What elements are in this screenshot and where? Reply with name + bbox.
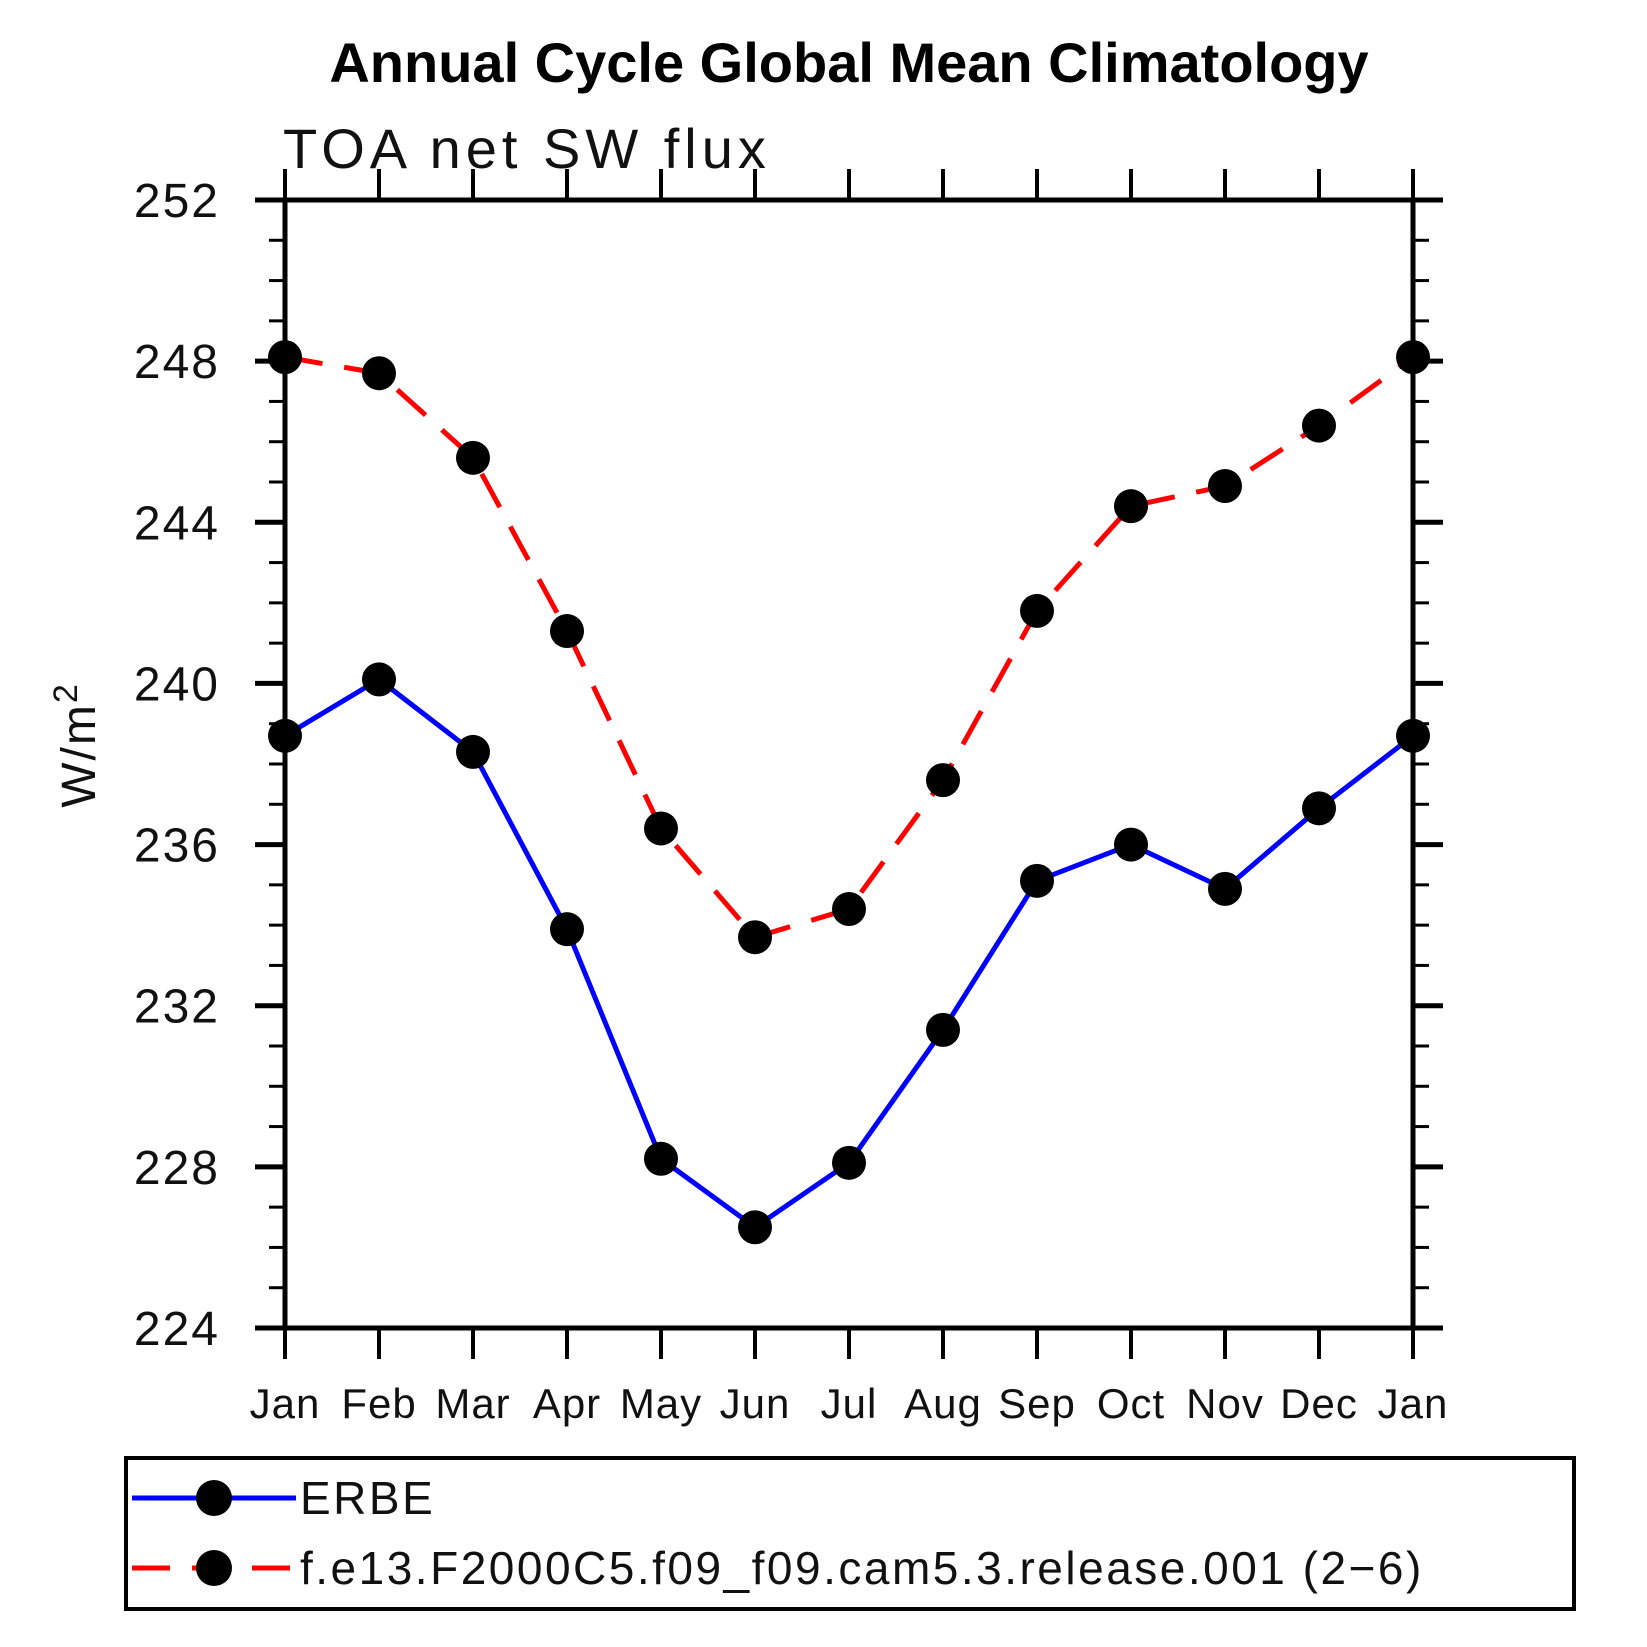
y-tick-labels: 224 228 232 236 240 244 248 252 — [134, 175, 220, 1356]
plot-frame-and-ticks — [255, 169, 1443, 1359]
erbe-data-point-jan-12 — [1396, 718, 1430, 753]
y-tick-label: 236 — [134, 820, 220, 873]
model-data-point-jul-6 — [832, 892, 866, 927]
erbe-data-point-feb-1 — [362, 662, 396, 697]
model-data-point-aug-7 — [926, 763, 960, 798]
model-data-point-feb-1 — [362, 356, 396, 391]
x-tick-label: May — [620, 1380, 702, 1427]
y-tick-label: 248 — [134, 336, 220, 389]
y-tick-label: 232 — [134, 981, 220, 1034]
y-tick-label: 240 — [134, 658, 220, 711]
erbe-data-point-oct-9 — [1114, 827, 1148, 862]
erbe-data-point-jul-6 — [832, 1145, 866, 1180]
model-data-point-sep-8 — [1020, 593, 1054, 628]
model-data-point-oct-9 — [1114, 489, 1148, 524]
x-tick-label: Dec — [1280, 1380, 1358, 1427]
legend: ERBE f.e13.F2000C5.f09_f09.cam5.3.releas… — [124, 1456, 1576, 1611]
legend-marker-erbe-dot — [196, 1480, 232, 1516]
x-tick-label: Jul — [821, 1380, 878, 1427]
y-tick-label: 228 — [134, 1142, 220, 1195]
data-series — [268, 340, 1430, 1245]
chart-subtitle: TOA net SW flux — [283, 117, 771, 180]
erbe-data-point-may-4 — [644, 1141, 678, 1176]
legend-marker-model-dot — [196, 1550, 232, 1586]
x-tick-label: Jan — [250, 1380, 321, 1427]
legend-label-erbe: ERBE — [300, 1472, 435, 1524]
model-data-point-jan-12 — [1396, 340, 1430, 375]
erbe-series-line — [283, 676, 1415, 1230]
y-tick-label: 224 — [134, 1303, 220, 1356]
erbe-data-point-apr-3 — [550, 912, 584, 947]
erbe-data-point-sep-8 — [1020, 863, 1054, 898]
model-series-line — [284, 354, 1415, 940]
legend-label-model: f.e13.F2000C5.f09_f09.cam5.3.release.001… — [300, 1542, 1424, 1594]
erbe-data-point-mar-2 — [456, 734, 490, 769]
x-tick-label: Apr — [533, 1380, 601, 1427]
x-tick-label: Feb — [341, 1380, 416, 1427]
y-axis-title-exponent: 2 — [47, 682, 85, 703]
model-data-point-jun-5 — [738, 920, 772, 955]
y-axis-title: W/m2 — [47, 682, 106, 808]
page-title: Annual Cycle Global Mean Climatology — [329, 31, 1368, 94]
erbe-data-point-dec-11 — [1302, 791, 1336, 826]
model-data-point-apr-3 — [550, 614, 584, 649]
x-tick-label: Sep — [998, 1380, 1076, 1427]
x-tick-label: Nov — [1186, 1380, 1264, 1427]
x-tick-labels: Jan Feb Mar Apr May Jun Jul Aug Sep Oct Nov Dec Jan — [250, 1380, 1449, 1427]
x-tick-label: Jun — [720, 1380, 791, 1427]
erbe-data-point-jan-0 — [268, 718, 302, 753]
y-tick-label: 244 — [134, 497, 220, 550]
y-tick-label: 252 — [134, 175, 220, 228]
x-tick-label: Jan — [1378, 1380, 1449, 1427]
erbe-data-point-nov-10 — [1208, 871, 1242, 906]
erbe-data-point-jun-5 — [738, 1210, 772, 1245]
erbe-data-point-aug-7 — [926, 1012, 960, 1047]
model-data-point-jan-0 — [268, 340, 302, 375]
model-data-point-dec-11 — [1302, 408, 1336, 443]
y-axis-title-base: W/m — [53, 703, 106, 808]
model-data-point-mar-2 — [456, 440, 490, 475]
model-data-point-may-4 — [644, 811, 678, 846]
x-tick-label: Mar — [435, 1380, 510, 1427]
legend-box — [124, 1456, 1576, 1611]
x-tick-label: Oct — [1097, 1380, 1165, 1427]
model-data-point-nov-10 — [1208, 469, 1242, 504]
x-tick-label: Aug — [904, 1380, 982, 1427]
